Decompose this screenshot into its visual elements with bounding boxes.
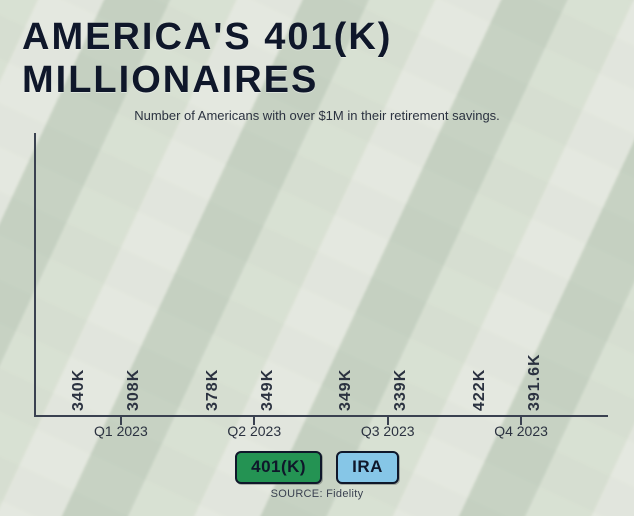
legend-pill-ira: IRA <box>336 451 399 484</box>
bar-value-label: 308K <box>125 369 143 411</box>
source-line: SOURCE: Fidelity <box>18 488 616 500</box>
x-tick-group: Q1 2023 <box>68 417 173 439</box>
x-tick-group: Q2 2023 <box>202 417 307 439</box>
x-label: Q2 2023 <box>227 423 281 439</box>
bar-value-label: 349K <box>259 369 277 411</box>
bar-value-label: 349K <box>337 369 355 411</box>
page-subtitle: Number of Americans with over $1M in the… <box>18 108 616 123</box>
x-tick-group: Q4 2023 <box>469 417 574 439</box>
legend-pill-401k: 401(K) <box>235 451 322 484</box>
bar-value-label: 391.6K <box>526 353 544 411</box>
bar-chart: 340K 308K 378K 349K 349K 339K 422K 391.6K Q1 20… <box>26 133 608 441</box>
chart-legend: 401(K) IRA <box>18 451 616 484</box>
x-tick-group: Q3 2023 <box>335 417 440 439</box>
x-label: Q4 2023 <box>494 423 548 439</box>
x-label: Q3 2023 <box>361 423 415 439</box>
bar-value-label: 339K <box>392 369 410 411</box>
bar-value-label: 378K <box>204 369 222 411</box>
page-title: AMERICA'S 401(K) MILLIONAIRES <box>22 16 616 102</box>
bar-value-label: 340K <box>70 369 88 411</box>
bar-value-label: 422K <box>471 369 489 411</box>
x-label: Q1 2023 <box>94 423 148 439</box>
